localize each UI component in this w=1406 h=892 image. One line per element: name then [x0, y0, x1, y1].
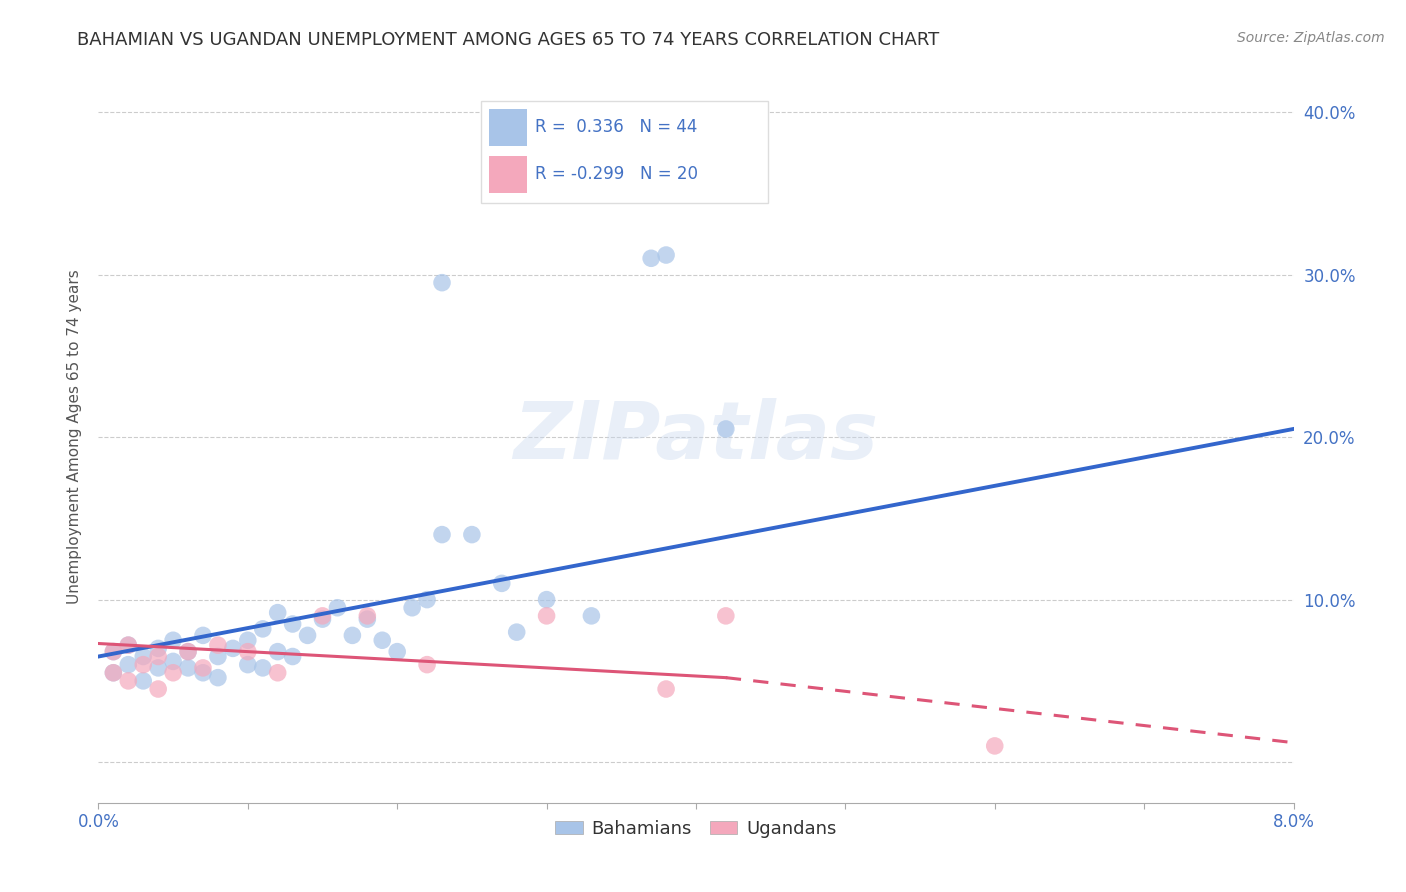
Point [491, 576, 513, 591]
Point [714, 608, 737, 623]
Point [267, 606, 290, 620]
Point [236, 657, 259, 672]
Text: ZIPatlas: ZIPatlas [513, 398, 879, 476]
Point [191, 628, 214, 642]
Point [103, 645, 125, 659]
Point [281, 617, 304, 632]
Point [342, 628, 364, 642]
Point [416, 592, 439, 607]
Legend: Bahamians, Ugandans: Bahamians, Ugandans [548, 813, 844, 845]
Point [148, 641, 170, 656]
Point [311, 612, 333, 626]
Point [640, 252, 662, 266]
Point [148, 681, 170, 696]
Point [132, 673, 155, 688]
Point [371, 633, 394, 648]
Text: BAHAMIAN VS UGANDAN UNEMPLOYMENT AMONG AGES 65 TO 74 YEARS CORRELATION CHART: BAHAMIAN VS UGANDAN UNEMPLOYMENT AMONG A… [77, 31, 939, 49]
Point [148, 649, 170, 664]
Point [461, 527, 484, 541]
Point [326, 600, 349, 615]
Point [207, 671, 229, 685]
Point [117, 657, 139, 672]
Point [401, 600, 423, 615]
Point [207, 638, 229, 652]
Text: Source: ZipAtlas.com: Source: ZipAtlas.com [1237, 31, 1385, 45]
Point [162, 633, 184, 648]
Point [714, 422, 737, 436]
Point [236, 645, 259, 659]
Point [191, 661, 214, 675]
Point [132, 649, 155, 664]
Point [177, 645, 200, 659]
Point [416, 657, 439, 672]
Point [103, 645, 125, 659]
Point [581, 608, 603, 623]
Point [191, 665, 214, 680]
Point [117, 638, 139, 652]
Point [207, 649, 229, 664]
Y-axis label: Unemployment Among Ages 65 to 74 years: Unemployment Among Ages 65 to 74 years [66, 269, 82, 605]
Point [267, 645, 290, 659]
Point [267, 665, 290, 680]
Point [177, 645, 200, 659]
Point [311, 608, 333, 623]
Point [148, 661, 170, 675]
Point [536, 608, 558, 623]
Point [281, 649, 304, 664]
Point [177, 661, 200, 675]
Point [385, 645, 409, 659]
Point [222, 641, 245, 656]
Point [162, 665, 184, 680]
Point [430, 527, 453, 541]
Point [117, 673, 139, 688]
Point [430, 276, 453, 290]
Point [252, 661, 274, 675]
Point [655, 248, 678, 262]
Point [103, 665, 125, 680]
Point [103, 665, 125, 680]
Point [655, 681, 678, 696]
Point [356, 608, 378, 623]
Point [984, 739, 1007, 753]
Point [297, 628, 319, 642]
Point [356, 612, 378, 626]
Point [132, 657, 155, 672]
Point [536, 592, 558, 607]
Point [162, 654, 184, 668]
Point [117, 638, 139, 652]
Point [252, 622, 274, 636]
Point [236, 633, 259, 648]
Point [506, 625, 529, 640]
